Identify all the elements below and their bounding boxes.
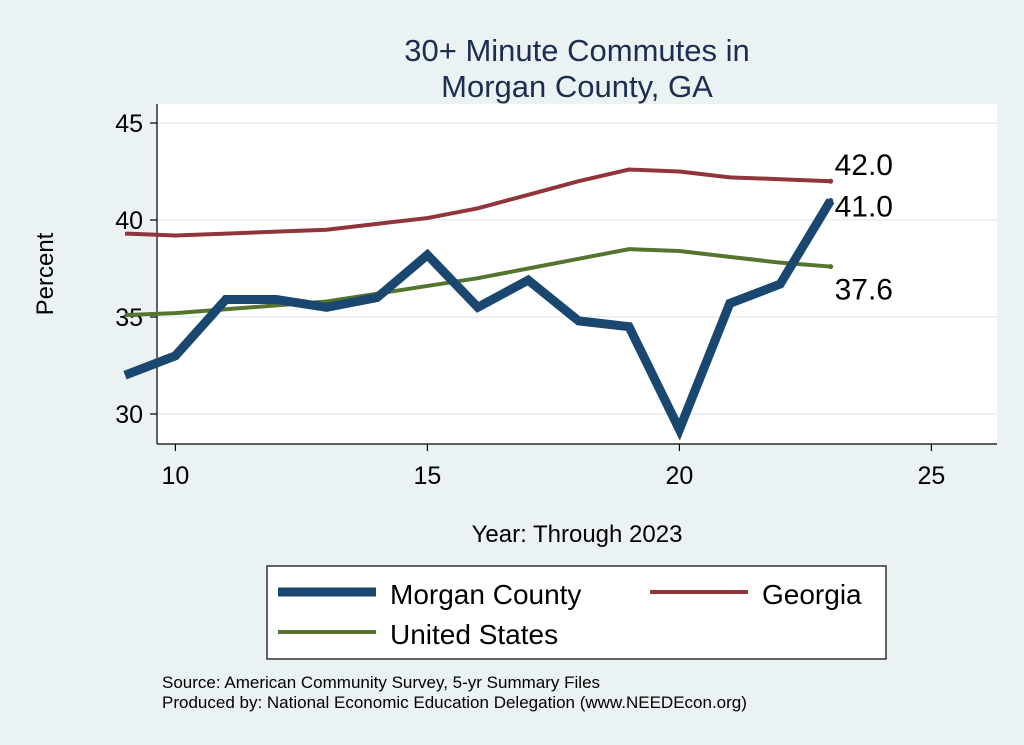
y-tick-label: 30 [115,401,143,429]
chart-title-line-2: Morgan County, GA [441,69,713,104]
series-layer [123,167,835,441]
y-tick-label: 40 [115,207,143,235]
y-axis-ticks: 30 35 40 45 [115,110,157,429]
series-line-united-states [124,247,831,318]
x-axis-ticks: 10 15 20 25 [161,444,945,490]
end-labels: 37.6 42.0 41.0 [835,149,893,306]
x-tick-label: 15 [413,462,441,490]
end-label-united-states: 37.6 [835,274,893,307]
x-tick-label: 20 [665,462,693,490]
source-note: Source: American Community Survey, 5-yr … [162,673,600,692]
end-label-morgan-county: 41.0 [835,191,893,224]
series-line-georgia [124,167,831,238]
series-line-morgan-county [123,198,835,441]
legend: Morgan County Georgia United States [278,579,862,650]
series-end-point-georgia [828,178,834,184]
legend-box [266,565,887,660]
produced-by-note: Produced by: National Economic Education… [162,693,747,712]
x-tick-label: 10 [161,462,189,490]
chart-title-line-1: 30+ Minute Commutes in [404,33,749,68]
legend-label-united-states: United States [390,619,558,650]
series-end-point-united-states [828,263,834,270]
x-axis-title: Year: Through 2023 [472,521,683,548]
y-tick-label: 45 [115,110,143,138]
legend-label-morgan-county: Morgan County [390,579,581,610]
end-label-georgia: 42.0 [835,149,893,182]
y-axis-title: Percent [32,232,59,315]
series-end-point-morgan-county [828,198,834,204]
y-tick-label: 35 [115,304,143,332]
x-tick-label: 25 [917,462,945,490]
legend-label-georgia: Georgia [762,579,862,610]
plot-area [157,104,997,444]
